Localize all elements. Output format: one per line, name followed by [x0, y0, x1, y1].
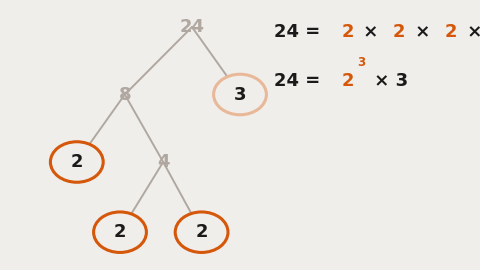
Ellipse shape	[94, 212, 146, 252]
Text: 2: 2	[114, 223, 126, 241]
Text: 24 =: 24 =	[274, 23, 326, 41]
Text: 4: 4	[157, 153, 169, 171]
Text: 2: 2	[71, 153, 83, 171]
Text: 2: 2	[341, 72, 354, 90]
Text: 24: 24	[180, 18, 204, 36]
Ellipse shape	[175, 212, 228, 252]
Text: 3: 3	[358, 56, 366, 69]
Text: 2: 2	[445, 23, 457, 41]
Text: ×: ×	[409, 23, 437, 41]
Text: 8: 8	[119, 86, 131, 103]
Text: ×: ×	[358, 23, 385, 41]
Text: 2: 2	[393, 23, 406, 41]
Text: 2: 2	[195, 223, 208, 241]
Ellipse shape	[50, 142, 103, 182]
Text: 24 =: 24 =	[274, 72, 326, 90]
Ellipse shape	[214, 74, 266, 115]
Text: × 3: × 3	[461, 23, 480, 41]
Text: 2: 2	[341, 23, 354, 41]
Text: × 3: × 3	[368, 72, 408, 90]
Text: 3: 3	[234, 86, 246, 103]
